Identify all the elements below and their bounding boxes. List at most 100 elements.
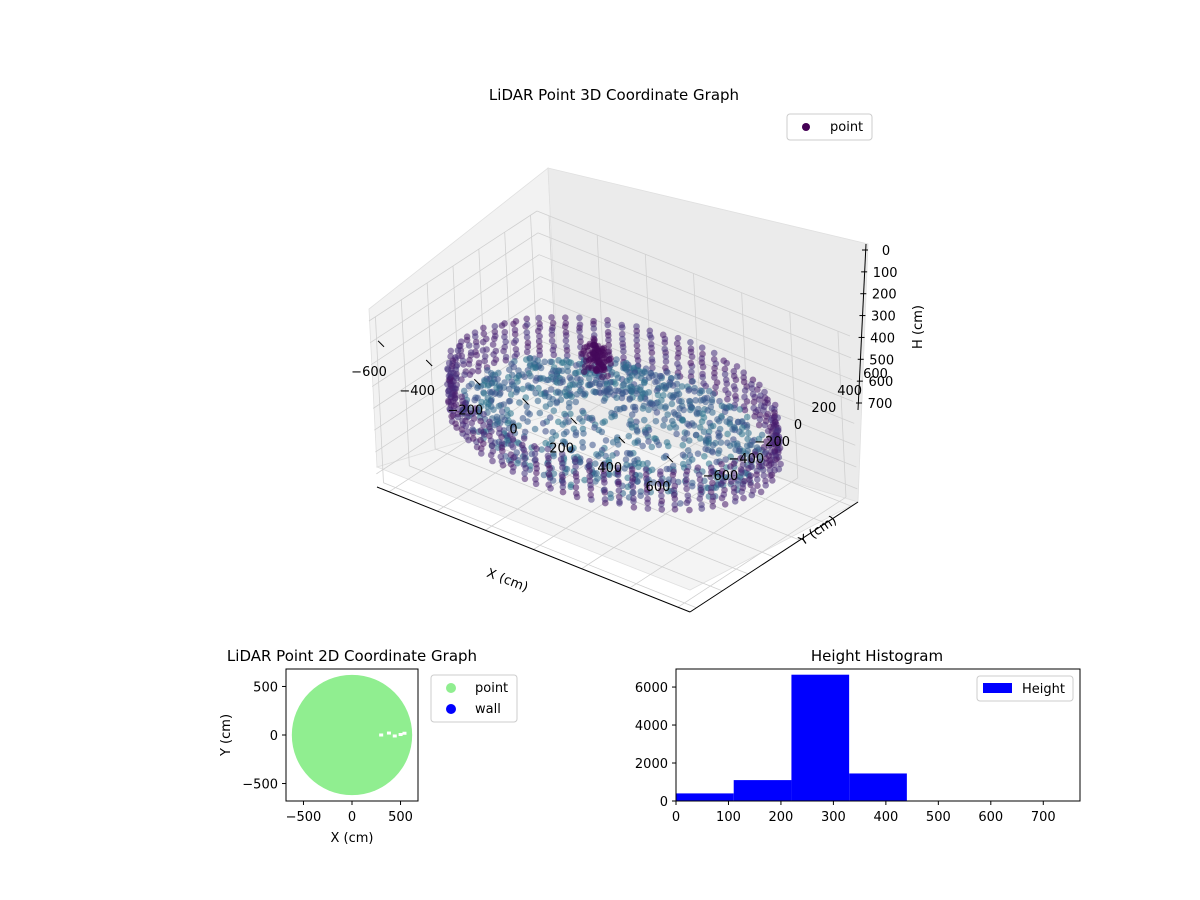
plot3d-point [633,342,641,349]
plot3d-point [573,391,581,398]
plot3d-point [648,443,656,451]
plot3d-point [473,351,481,359]
plot3d-point [661,339,669,347]
plot3d-x-tick-label: 400 [597,461,622,476]
plot3d-point [542,428,549,435]
plot3d-point [601,418,609,425]
plot3d-point [644,495,651,503]
plot3d-point [572,431,580,439]
plot3d-y-tick-label: 0 [794,418,802,433]
plot3d-point [687,339,694,346]
plot3d-point [485,423,493,431]
plot3d-point [590,325,598,332]
plot3d-point [761,421,769,429]
plot3d-point [535,314,543,322]
plot3d-point [572,484,580,491]
plot3d-point [621,465,628,472]
plot3d-x-tick-mark [618,436,626,444]
plot3d-point [556,390,564,397]
plot3d-point [635,463,642,471]
plot3d-point [545,471,553,478]
plot3d-point [589,354,596,361]
plot3d-point [557,456,565,463]
plot3d-point [669,477,677,484]
plot3d-point [555,418,562,426]
histogram-y-tick-label: 4000 [635,719,668,734]
plot3d-point [604,372,611,380]
plot3d-point [495,402,503,410]
plot3d-point [545,461,552,469]
plot3d-point [628,466,636,473]
plot3d-point [709,448,716,456]
plot3d-point [727,453,734,461]
plot3d-point [722,456,729,463]
plot3d-point [670,468,677,476]
plot3d-point [624,483,632,491]
plot3d-point [477,427,485,434]
plot3d-point [744,435,751,443]
plot3d-point [764,410,772,418]
plot3d-point [576,314,583,322]
plot3d-point [683,476,690,484]
plot3d-x-axis-line [376,486,691,613]
plot3d-point [755,435,763,443]
plot3d-point [465,342,473,349]
plot3d-point [445,373,453,380]
plot3d-point [730,488,738,496]
plot3d-point [576,459,584,466]
plot3d-point [523,321,531,328]
plot3d-point [525,384,533,391]
plot3d-point [471,396,479,404]
plot3d-point [741,477,748,485]
plot3d-point [562,337,570,345]
plot3d-point [584,347,592,355]
plot3d-point [615,493,623,501]
plot3d-point [640,402,648,410]
plot3d-point [562,320,570,327]
plot3d-x-tick-label: −200 [447,403,483,418]
plot3d-point [634,347,641,355]
plot3d-point [729,426,736,433]
plot2d-legend-point-label: point [475,681,508,696]
plot2d-y-tick-label: −500 [242,778,278,793]
plot3d-point [727,403,734,411]
plot3d-point [553,399,560,407]
plot2d-legend-wall-label: wall [475,702,501,717]
plot3d-point [532,456,539,464]
plot3d-point [671,506,679,513]
plot3d-point [665,442,672,450]
plot3d-gridline-y [435,448,749,575]
plot2d-title: LiDAR Point 2D Coordinate Graph [227,647,477,665]
plot3d-point [538,446,545,453]
plot3d-point [718,461,725,468]
plot3d-point [496,429,503,437]
plot3d-point [708,468,715,476]
plot3d-point [470,409,477,417]
plot3d-point [709,422,717,430]
plot3d-y-axis-line [689,501,859,613]
plot3d-point [505,385,513,393]
plot3d-point [478,445,485,452]
plot3d-point [662,403,669,410]
plot3d-point [732,392,739,400]
plot3d-point [655,441,663,449]
histogram-legend: Height [976,675,1074,702]
plot2d-point-disk [291,674,413,796]
plot3d-point [630,489,637,497]
plot3d-point [661,385,669,393]
plot3d-point [559,438,567,445]
plot3d-point [590,317,597,325]
plot3d-point [553,379,561,386]
plot3d-point [588,362,595,370]
plot3d-point [757,488,765,496]
plot3d-point [564,367,572,375]
plot3d-point [724,395,731,403]
plot3d-point [740,494,747,502]
plot3d-gridline-z [369,232,539,344]
plot2d-x-label: X (cm) [331,831,374,846]
plot3d-point [687,359,694,367]
histogram-y-tick-label: 2000 [635,757,668,772]
plot3d-point [605,336,612,344]
plot3d-point [484,367,491,374]
plot3d-point [537,364,545,372]
